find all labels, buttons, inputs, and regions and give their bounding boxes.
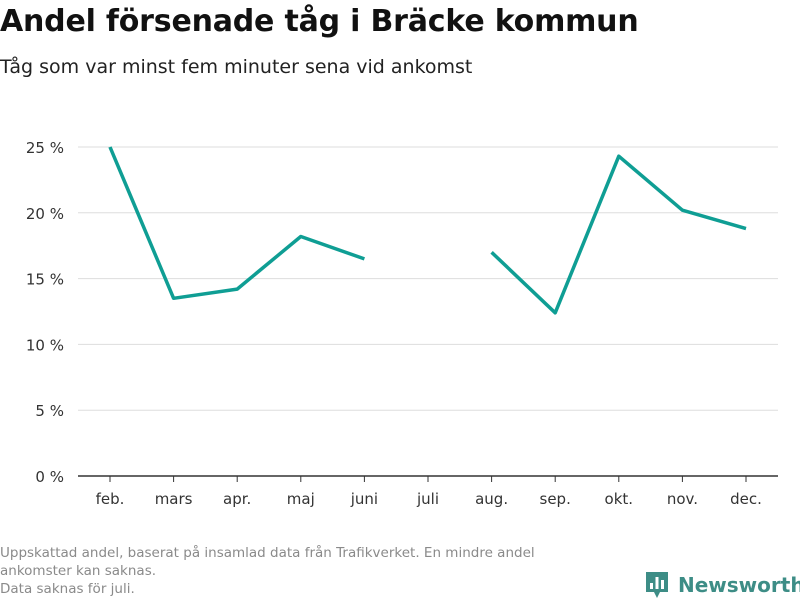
y-tick-label: 25 %	[26, 139, 64, 157]
x-tick-label: apr.	[223, 490, 251, 508]
x-tick-label: dec.	[730, 490, 762, 508]
x-tick-label: sep.	[540, 490, 571, 508]
y-tick-label: 5 %	[35, 402, 64, 420]
y-tick-label: 0 %	[35, 468, 64, 486]
series-line	[108, 146, 747, 315]
y-tick-label: 15 %	[26, 271, 64, 289]
x-tick-label: juni	[350, 490, 378, 508]
x-tick-label: okt.	[605, 490, 634, 508]
bar-chart-logo-icon	[646, 572, 668, 598]
chart-title: Andel försenade tåg i Bräcke kommun	[0, 4, 639, 39]
x-tick-label: aug.	[475, 490, 508, 508]
x-tick-label: mars	[155, 490, 193, 508]
series-line-path	[108, 146, 747, 315]
footnote-line: ankomster kan saknas.	[0, 563, 157, 579]
x-tick-label: maj	[287, 490, 315, 508]
brand-name: Newsworthy	[678, 573, 800, 597]
brand-logo: Newsworthy	[644, 570, 800, 600]
footnote: Uppskattad andel, baserat på insamlad da…	[0, 544, 640, 598]
x-tick-label: juli	[416, 490, 439, 508]
footnote-line: Uppskattad andel, baserat på insamlad da…	[0, 545, 535, 561]
y-tick-label: 20 %	[26, 205, 64, 223]
x-ticks: feb. mars apr. maj juni juli aug. sep. okt. nov. d…	[96, 476, 762, 508]
y-tick-label: 10 %	[26, 336, 64, 354]
gridlines	[78, 146, 778, 411]
chart-subtitle: Tåg som var minst fem minuter sena vid a…	[0, 56, 473, 78]
footnote-line: Data saknas för juli.	[0, 581, 135, 597]
x-tick-label: nov.	[667, 490, 698, 508]
x-tick-label: feb.	[96, 490, 125, 508]
y-tick-labels: 0 % 5 % 10 % 15 % 20 % 25 %	[26, 139, 64, 486]
